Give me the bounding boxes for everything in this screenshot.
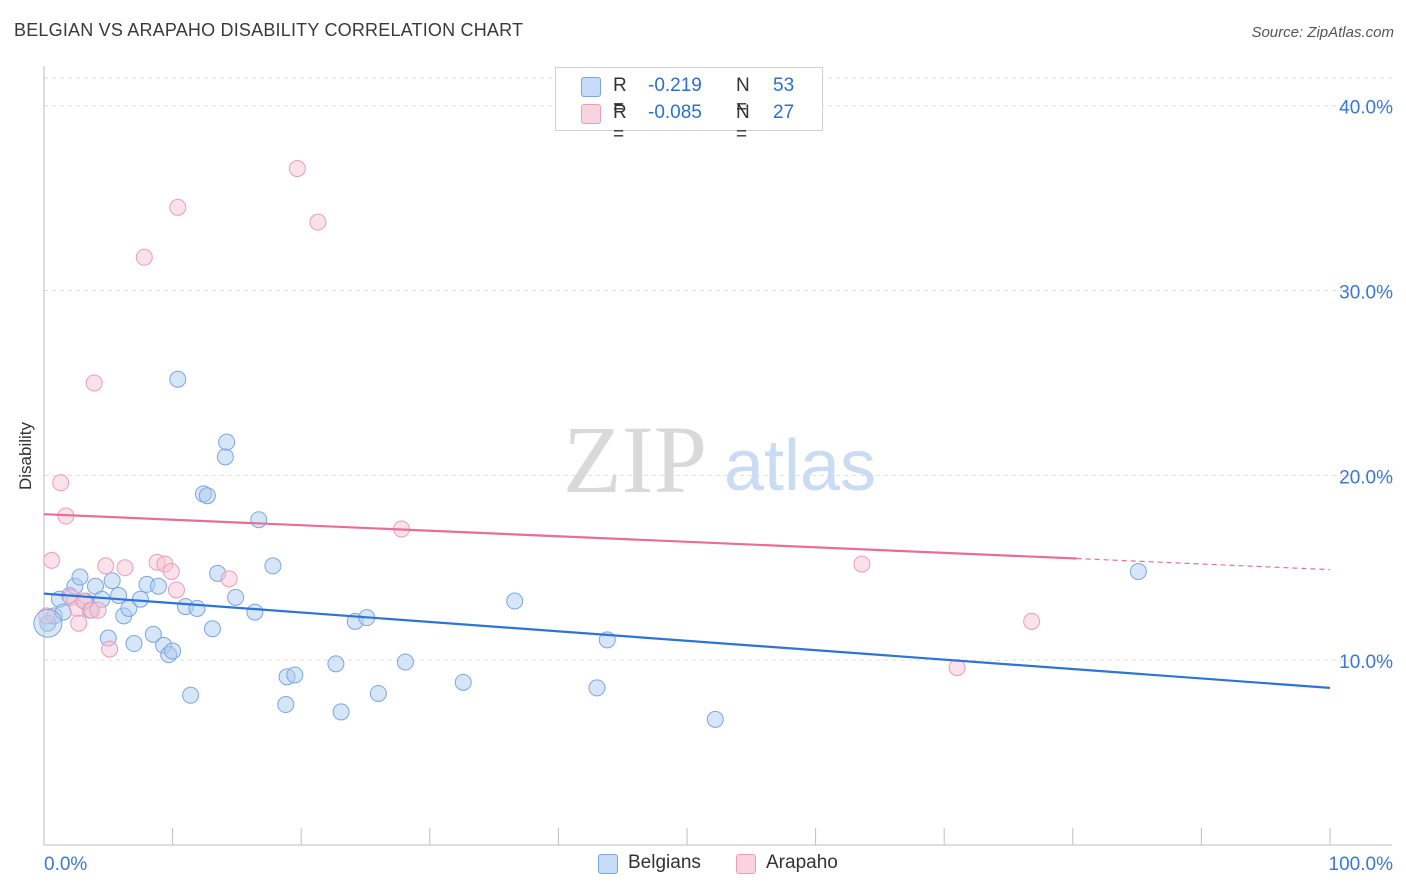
watermark-atlas: atlas [724,426,876,506]
arapaho-point-20 [220,570,238,588]
belgians-point-41 [327,655,345,673]
belgians-point-17 [131,590,149,608]
belgians-point-33 [218,433,236,451]
belgians-point-16 [125,635,143,653]
belgians-point-49 [588,679,606,697]
belgians-point-13 [110,586,128,604]
legend-r-label: R = [613,75,627,118]
arapaho-point-12 [101,640,119,658]
belgians-point-46 [396,653,414,671]
belgians-point-12 [103,572,121,590]
tick-labels: 10.0% 20.0% 30.0% 40.0% 0.0% 100.0% [44,98,1393,875]
belgians-point-48 [506,592,524,610]
legend-r-value-belgians: -0.219 [648,75,702,96]
y-tick-label-30: 30.0% [1339,283,1393,304]
arapaho-trend-line [43,513,1077,560]
legend-swatch-arapaho [581,104,601,124]
belgians-point-35 [246,603,264,621]
belgians-point-19 [144,625,162,643]
y-tick-label-40: 40.0% [1339,98,1393,119]
belgians-point-37 [264,557,282,575]
arapaho-point-2 [52,474,70,492]
belgians-point-cluster [33,608,63,638]
bottom-legend-swatch-arapaho [736,854,756,874]
arapaho-point-11 [97,557,115,575]
legend-n-value-arapaho: 27 [773,102,795,123]
belgians-point-51 [706,710,724,728]
belgians-point-29 [198,487,216,505]
belgians-point-24 [169,370,187,388]
legend-n-value-belgians: 53 [773,75,795,96]
bottom-legend-label-arapaho: Arapaho [766,852,838,873]
y-tick-label-20: 20.0% [1339,467,1393,488]
arapaho-point-14 [135,248,153,266]
arapaho-point-6 [70,614,88,632]
trend-lines [43,513,1331,690]
arapaho-point-24 [853,555,871,573]
belgians-point-52 [1129,562,1147,580]
arapaho-point-0 [38,607,56,625]
legend-swatch-belgians [581,77,601,97]
axes [43,66,1392,846]
belgians-point-20 [149,577,167,595]
source-label: Source: ZipAtlas.com [1251,24,1394,41]
arapaho-point-9 [89,601,107,619]
grid-lines [44,77,1392,661]
belgians-point-42 [332,703,350,721]
bottom-legend-label-belgians: Belgians [628,852,701,873]
legend-n-label: N = [736,75,750,118]
bottom-legend-swatch-belgians [598,854,618,874]
legend-r-value-arapaho: -0.085 [648,102,702,123]
belgians-point-36 [250,511,268,529]
watermark-zip: ZIP [563,406,707,513]
belgians-point-30 [203,620,221,638]
legend-n-label: N = [736,102,750,145]
belgians-point-45 [369,684,387,702]
legend-r-label: R = [613,102,627,145]
belgians-point-23 [164,642,182,660]
belgians-point-47 [454,673,472,691]
arapaho-point-19 [169,198,187,216]
belgians-point-40 [286,666,304,684]
arapaho-point-17 [162,562,180,580]
y-axis-label: Disability [16,421,35,491]
arapaho-point-10 [85,374,103,392]
chart-title: BELGIAN VS ARAPAHO DISABILITY CORRELATIO… [14,20,524,40]
belgians-trend-line [43,592,1331,690]
belgians-point-27 [188,599,206,617]
arapaho-point-22 [309,213,327,231]
correlation-legend: R = -0.219 N = 53 R = -0.085 N = 27 [555,67,823,145]
y-tick-label-10: 10.0% [1339,652,1393,673]
arapaho-point-26 [1023,612,1041,630]
belgians-point-6 [71,568,89,586]
x-tick-label-max: 100.0% [1329,854,1394,875]
x-tick-label-min: 0.0% [44,854,87,875]
arapaho-point-13 [116,559,134,577]
belgians-point-34 [227,588,245,606]
belgians-point-26 [182,686,200,704]
arapaho-point-1 [43,551,61,569]
arapaho-trend-extension [1076,557,1331,571]
belgians-point-32 [216,448,234,466]
arapaho-point-21 [288,160,306,178]
belgians-point-38 [277,696,295,714]
arapaho-point-18 [167,581,185,599]
